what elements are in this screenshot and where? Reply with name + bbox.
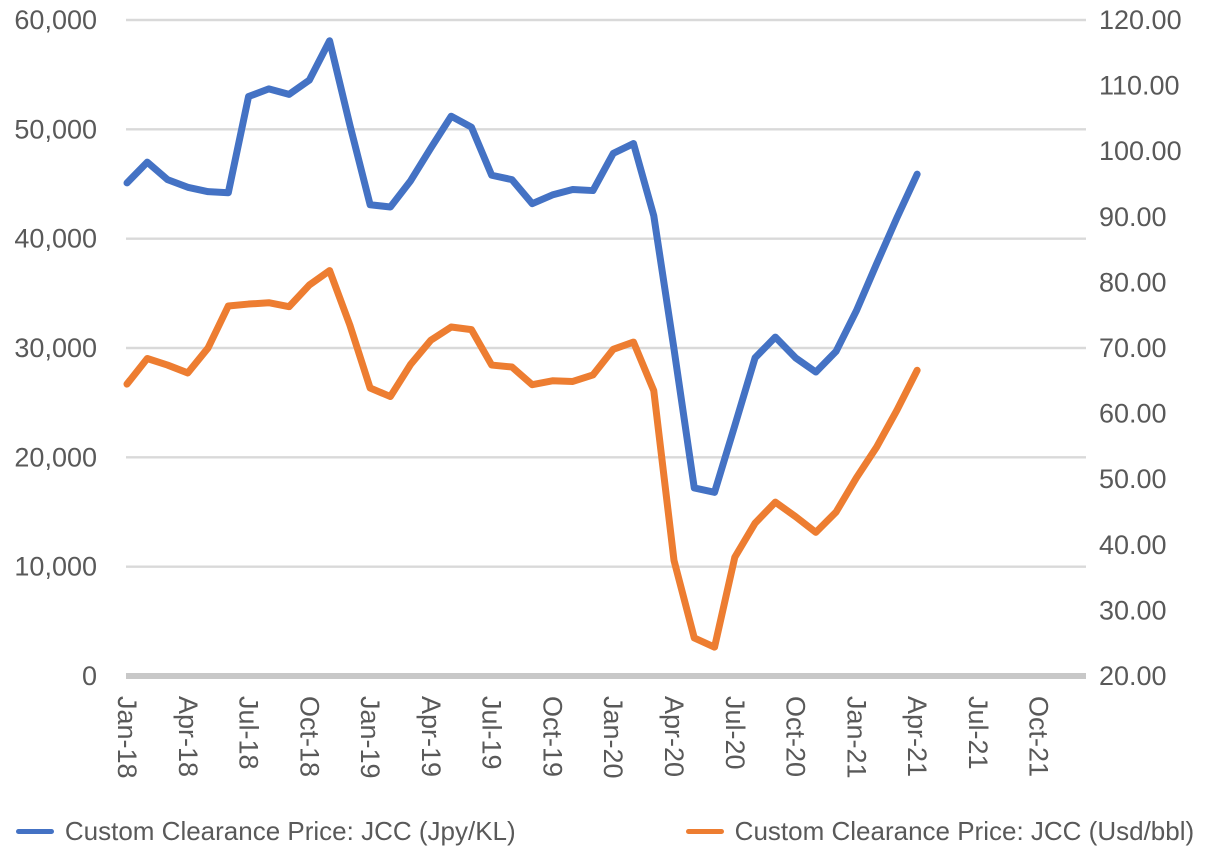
right-axis-tick-label: 110.00: [1099, 71, 1180, 101]
x-axis-tick-label: Oct-21: [1024, 696, 1054, 777]
right-axis-tick-label: 40.00: [1099, 530, 1167, 560]
right-axis-tick-label: 20.00: [1099, 661, 1167, 691]
series-line-jpy: [123, 37, 921, 496]
x-axis-tick-label: Jul-21: [963, 696, 993, 770]
data-series-lines: [123, 37, 921, 651]
legend-swatch-jpy: [15, 829, 54, 834]
left-axis-tick-label: 20,000: [14, 442, 97, 472]
right-axis-tick-label: 90.00: [1099, 202, 1167, 232]
x-axis-tick-label: Jul-18: [234, 696, 264, 770]
left-axis-tick-label: 30,000: [14, 333, 97, 363]
x-axis-tick-label: Apr-21: [902, 696, 932, 777]
x-axis-tick-label: Oct-19: [537, 696, 567, 777]
left-axis-tick-label: 50,000: [14, 114, 97, 144]
right-axis-tick-labels: 20.00 30.00 40.00 50.00 60.00 70.00 80.00 90.00…: [1099, 5, 1182, 691]
x-axis-tick-label: Oct-20: [781, 696, 811, 777]
legend-item-jpy: Custom Clearance Price: JCC (Jpy/KL): [15, 816, 516, 847]
right-axis-tick-label: 50.00: [1099, 464, 1167, 494]
right-axis-tick-label: 60.00: [1099, 399, 1167, 429]
x-axis-tick-label: Oct-18: [294, 696, 324, 777]
right-axis-tick-label: 30.00: [1099, 595, 1167, 625]
legend-label-usd: Custom Clearance Price: JCC (Usd/bbl): [734, 816, 1195, 846]
left-axis-tick-label: 0: [82, 661, 97, 691]
x-axis-tick-label: Jan-19: [355, 696, 385, 779]
legend: Custom Clearance Price: JCC (Jpy/KL) Cus…: [0, 816, 1210, 847]
series-line-usd: [123, 267, 921, 651]
x-axis-tick-label: Apr-20: [659, 696, 689, 777]
right-axis-tick-label: 80.00: [1099, 267, 1167, 297]
left-axis-tick-label: 40,000: [14, 224, 97, 254]
x-axis-tick-label: Jan-20: [598, 696, 628, 779]
x-axis-tick-label: Apr-19: [416, 696, 446, 777]
x-axis-tick-label: Jan-21: [841, 696, 871, 779]
right-axis-tick-label: 120.00: [1099, 5, 1182, 35]
x-axis-tick-label: Jan-18: [112, 696, 142, 779]
right-axis-tick-label: 70.00: [1099, 333, 1167, 363]
left-axis-tick-label: 60,000: [14, 5, 97, 35]
gridlines: [126, 18, 1086, 568]
legend-label-jpy: Custom Clearance Price: JCC (Jpy/KL): [64, 816, 516, 846]
x-axis-tick-label: Apr-18: [173, 696, 203, 777]
legend-swatch-usd: [685, 829, 724, 834]
x-axis-tick-label: Jul-19: [477, 696, 507, 770]
left-axis-tick-labels: 0 10,000 20,000 30,000 40,000 50,000 60,000: [14, 5, 97, 691]
legend-item-usd: Custom Clearance Price: JCC (Usd/bbl): [685, 816, 1195, 847]
left-axis-tick-label: 10,000: [14, 552, 97, 582]
x-axis-tick-labels: Jan-18 Apr-18 Jul-18 Oct-18 Jan-19 Apr-19 Jul-…: [112, 696, 1054, 779]
x-axis-tick-label: Jul-20: [720, 696, 750, 770]
right-axis-tick-label: 100.00: [1099, 136, 1182, 166]
